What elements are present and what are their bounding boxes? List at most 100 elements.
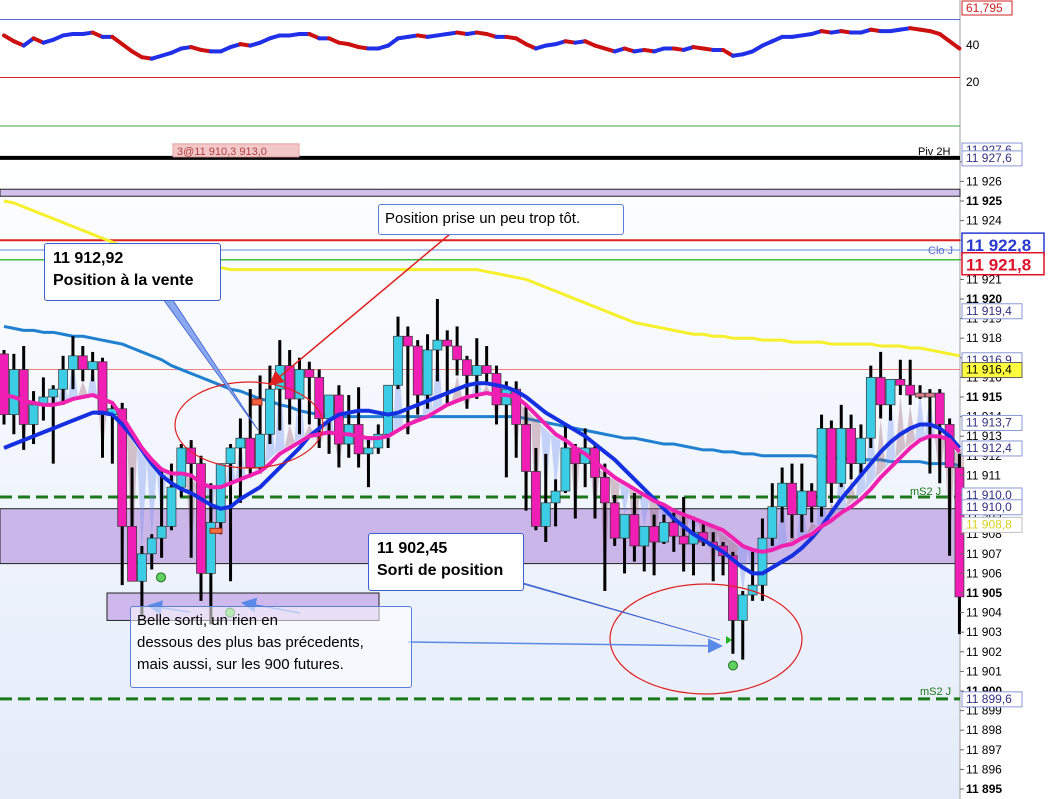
entry-marker bbox=[251, 398, 263, 406]
candle-body bbox=[856, 437, 866, 464]
axis-tick-label: 11 897 bbox=[966, 743, 1002, 757]
candle-body bbox=[334, 394, 344, 445]
candle-body bbox=[442, 339, 453, 347]
candle-body bbox=[77, 355, 88, 370]
price-box bbox=[961, 691, 1023, 708]
price-box-label: 11 912,4 bbox=[966, 441, 1012, 455]
early-entry-note: Position prise un peu trop tôt. bbox=[378, 204, 624, 235]
axis-tick-label: 11 904 bbox=[966, 606, 1002, 620]
candle-body bbox=[235, 437, 246, 449]
candle-body bbox=[186, 447, 196, 464]
ma-shading bbox=[846, 479, 857, 507]
exit-comment-line-3: mais aussi, sur les 900 futures. bbox=[137, 656, 344, 673]
price-box-label: 11 908,8 bbox=[966, 517, 1012, 531]
candle-body bbox=[816, 428, 827, 508]
candle-body bbox=[383, 384, 393, 435]
candle-body bbox=[757, 537, 768, 586]
candle-body bbox=[659, 522, 669, 543]
candle-body bbox=[649, 526, 659, 543]
ma-shading bbox=[136, 447, 147, 554]
candle-body bbox=[846, 428, 856, 464]
candle-body bbox=[422, 349, 433, 396]
candle-body bbox=[28, 404, 39, 425]
axis-tick-label: 11 925 bbox=[966, 194, 1002, 208]
price-box-label: 11 899,6 bbox=[966, 692, 1012, 706]
candle-body bbox=[747, 584, 758, 596]
axis-tick-label: 11 902 bbox=[966, 645, 1002, 659]
price-box bbox=[961, 150, 1023, 167]
candles bbox=[0, 299, 965, 660]
candle-body bbox=[97, 361, 108, 415]
candle-body bbox=[491, 373, 502, 406]
candle-body bbox=[314, 377, 325, 419]
rsi-tick-40: 40 bbox=[966, 38, 980, 52]
entry-label-text: Position à la vente bbox=[53, 272, 194, 289]
mid-moving-average bbox=[3, 381, 961, 576]
candle-body bbox=[767, 506, 778, 539]
candle-body bbox=[265, 388, 275, 435]
ma-shading bbox=[284, 424, 295, 448]
axis-tick-label: 11 907 bbox=[966, 547, 1002, 561]
price-box bbox=[961, 440, 1023, 457]
ms2-label-1: mS2 J bbox=[910, 486, 941, 498]
candle-body bbox=[127, 526, 137, 582]
candle-body bbox=[304, 369, 315, 378]
price-box-label: 11 910,0 bbox=[966, 500, 1012, 514]
axis-tick-label: 11 921 bbox=[966, 272, 1002, 286]
candle-body bbox=[540, 502, 551, 527]
exit-label-text: Sorti de position bbox=[377, 562, 504, 579]
exit-highlight-ellipse bbox=[609, 583, 803, 695]
ma-shading bbox=[639, 495, 650, 527]
price-box bbox=[961, 303, 1023, 320]
ma-shading bbox=[895, 395, 906, 458]
candle-body bbox=[373, 433, 384, 449]
candle-body bbox=[728, 555, 738, 621]
rsi-segment bbox=[110, 34, 125, 47]
candle-body bbox=[432, 339, 443, 351]
axis-background bbox=[960, 0, 1050, 799]
candle-body bbox=[905, 384, 916, 396]
candle-body bbox=[806, 490, 817, 508]
candle-body bbox=[865, 377, 876, 439]
candle-body bbox=[18, 369, 29, 425]
candle-body bbox=[215, 463, 226, 523]
ms2-label-2: mS2 J bbox=[920, 686, 951, 698]
ma-shading bbox=[560, 440, 571, 448]
rsi-segment bbox=[947, 39, 962, 51]
rsi-tick-20: 20 bbox=[966, 75, 980, 89]
rsi-segment bbox=[21, 36, 36, 48]
signal-dot bbox=[728, 660, 738, 671]
axis-tick-label: 11 896 bbox=[966, 762, 1002, 776]
candle-body bbox=[196, 463, 206, 574]
exit-comment-note: Belle sorti, un rien en dessous des plus… bbox=[130, 606, 412, 688]
candle-body bbox=[87, 361, 98, 370]
axis-tick-label: 11 913 bbox=[966, 429, 1002, 443]
axis-tick-label: 11 926 bbox=[966, 174, 1002, 188]
price-box-label: 11 927,6 bbox=[966, 151, 1012, 165]
candle-body bbox=[245, 437, 256, 468]
candle-body bbox=[294, 369, 305, 400]
exit-price-text: 11 902,45 bbox=[377, 540, 448, 557]
candle-body bbox=[393, 335, 403, 386]
price-box-label: 11 910,0 bbox=[966, 488, 1012, 502]
candle-body bbox=[836, 428, 847, 484]
candle-body bbox=[550, 490, 561, 504]
early-entry-text: Position prise un peu trop tôt. bbox=[385, 210, 581, 227]
candle-body bbox=[885, 379, 896, 406]
candle-body bbox=[521, 424, 531, 472]
candle-body bbox=[599, 477, 610, 504]
candle-body bbox=[678, 535, 689, 545]
candle-body bbox=[462, 359, 472, 376]
candle-body bbox=[737, 594, 748, 621]
order-tag-box bbox=[172, 143, 300, 158]
candle-body bbox=[146, 537, 157, 555]
rsi-value-label: 61,795 bbox=[966, 1, 1003, 15]
candle-body bbox=[0, 353, 9, 415]
candle-body bbox=[403, 335, 413, 347]
candle-body bbox=[668, 522, 679, 537]
price-box bbox=[961, 362, 1023, 379]
ma-shading bbox=[787, 538, 797, 544]
price-box bbox=[961, 251, 1045, 276]
